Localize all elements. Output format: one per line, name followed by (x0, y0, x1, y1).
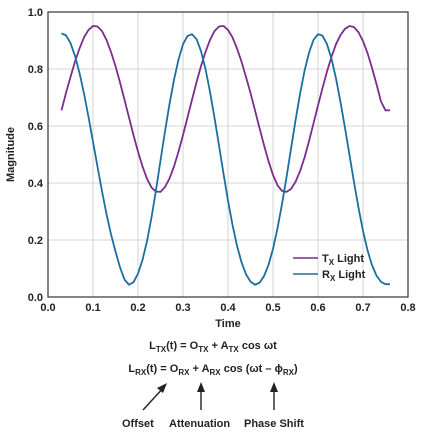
eq-tx-l-sub: TX (155, 345, 167, 355)
y-tick-label: 0.0 (28, 292, 43, 304)
legend-label-rx: RX Light (322, 269, 366, 283)
eq-rx-phi-sub: RX (282, 368, 294, 378)
x-tick-label: 0.5 (265, 302, 280, 314)
plot-frame (47, 11, 409, 298)
legend-label-tx: TX Light (322, 253, 364, 267)
legend-tx-sub: X (329, 258, 335, 267)
x-tick-label: 0.7 (355, 302, 370, 314)
legend-tx-main: T (322, 253, 329, 265)
x-tick-label: 0.3 (175, 302, 190, 314)
eq-rx-o-sub: RX (178, 368, 190, 378)
eq-rx-a-sub: RX (209, 368, 221, 378)
y-tick-label: 1.0 (28, 7, 43, 19)
eq-tx-l: L (149, 340, 156, 352)
attenuation-arrow-head (197, 382, 205, 392)
eq-tx-tail: cos ωt (238, 340, 277, 352)
legend-rx-main: R (322, 269, 330, 281)
eq-rx-l: L (128, 363, 136, 375)
eq-rx-mid2: + A (189, 363, 210, 375)
eq-rx-l-sub: RX (135, 368, 147, 378)
y-tick-label: 0.2 (28, 235, 43, 247)
x-tick-label: 0.6 (310, 302, 325, 314)
x-tick-label: 0.4 (220, 302, 236, 314)
phase-shift-arrow-head (270, 382, 278, 392)
eq-rx-mid1: (t) = O (146, 363, 179, 375)
x-tick-label: 0.8 (400, 302, 415, 314)
x-tick-labels: 0.0 0.1 0.2 0.3 0.4 0.5 0.6 0.7 0.8 (40, 302, 415, 314)
legend-rx-rest: Light (335, 269, 365, 281)
legend: TX Light RX Light (293, 253, 366, 283)
series-lines (60, 25, 390, 286)
tx-equation: LTX(t) = OTX + ATX cos ωt (0, 340, 426, 354)
legend-tx-rest: Light (334, 253, 364, 265)
series-line-rx (61, 32, 390, 286)
series-line-tx (60, 25, 390, 193)
y-axis-title: Magnitude (5, 127, 17, 182)
offset-label: Offset (122, 418, 154, 430)
y-tick-label: 0.4 (28, 178, 44, 190)
attenuation-label: Attenuation (169, 418, 231, 430)
rx-equation: LRX(t) = ORX + ARX cos (ωt – ϕRX) (0, 363, 426, 377)
eq-rx-tail1: cos (ωt – ϕ (220, 363, 283, 375)
grid-lines (47, 11, 409, 298)
annotation-arrows (142, 382, 278, 411)
x-tick-label: 0.1 (85, 302, 100, 314)
eq-tx-mid1: (t) = O (166, 340, 199, 352)
x-axis-title: Time (215, 318, 240, 330)
offset-arrow-head (157, 383, 167, 393)
phase-shift-label: Phase Shift (244, 418, 304, 430)
y-tick-label: 0.6 (28, 121, 43, 133)
y-tick-label: 0.8 (28, 64, 43, 76)
eq-tx-a-sub: TX (228, 345, 239, 355)
eq-tx-o-sub: TX (198, 345, 209, 355)
legend-rx-sub: X (330, 274, 336, 283)
y-tick-labels: 0.0 0.2 0.4 0.6 0.8 1.0 (28, 7, 44, 304)
eq-rx-tail2: ) (293, 363, 298, 375)
eq-tx-mid2: + A (208, 340, 229, 352)
x-tick-label: 0.2 (130, 302, 145, 314)
x-tick-label: 0.0 (40, 302, 55, 314)
